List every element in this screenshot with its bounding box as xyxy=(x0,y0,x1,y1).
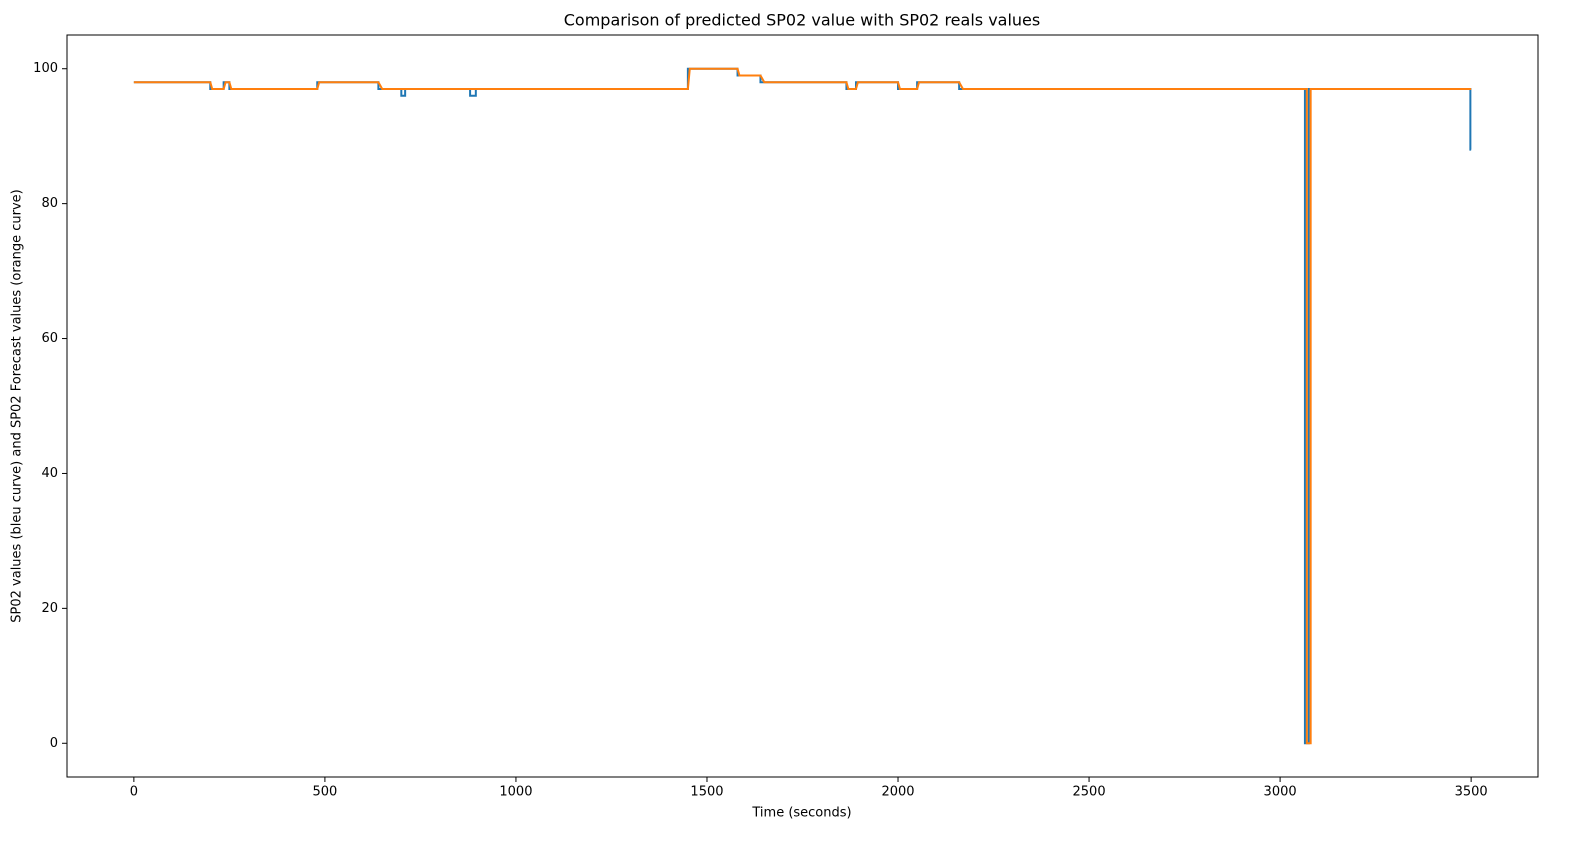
y-axis-label: SP02 values (bleu curve) and SP02 Foreca… xyxy=(10,189,25,622)
plot-frame xyxy=(66,34,1539,778)
x-tick-label: 1000 xyxy=(499,785,532,800)
x-tick-label: 500 xyxy=(312,785,337,800)
y-tick-label: 20 xyxy=(41,601,58,616)
x-tick-label: 2500 xyxy=(1073,785,1106,800)
y-tick-label: 100 xyxy=(33,61,58,76)
x-tick-label: 1500 xyxy=(690,785,723,800)
chart-title: Comparison of predicted SP02 value with … xyxy=(564,11,1040,30)
series-line xyxy=(133,67,1472,745)
series-line xyxy=(133,67,1472,745)
x-tick-label: 3500 xyxy=(1455,785,1488,800)
x-tick-label: 2000 xyxy=(881,785,914,800)
y-tick-label: 80 xyxy=(41,196,58,211)
x-axis-label: Time (seconds) xyxy=(751,806,851,821)
x-tick-label: 0 xyxy=(130,785,138,800)
y-tick-label: 60 xyxy=(41,331,58,346)
y-tick-label: 0 xyxy=(50,736,58,751)
y-tick-label: 40 xyxy=(41,466,58,481)
x-tick-label: 3000 xyxy=(1264,785,1297,800)
